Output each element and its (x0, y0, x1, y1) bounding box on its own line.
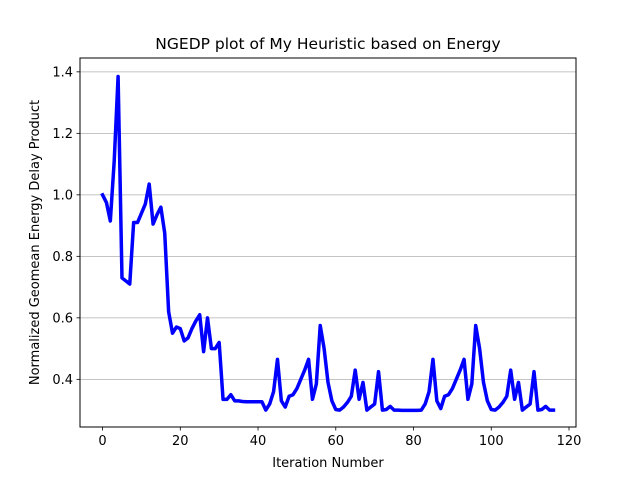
y-tick-label: 1.4 (52, 65, 73, 80)
y-tick-label: 0.8 (52, 250, 73, 265)
y-tick-label: 1.0 (52, 188, 73, 203)
x-tick-label: 120 (557, 434, 582, 449)
plot-frame (79, 57, 577, 428)
x-tick-label: 40 (250, 434, 267, 449)
axis-ticks: 0.4 0.6 0.8 1.0 1.2 1.4 0 20 40 60 80 100 120 (52, 65, 581, 449)
x-tick-label: 0 (98, 434, 106, 449)
x-axis-label: Iteration Number (272, 456, 384, 471)
x-tick-label: 100 (479, 434, 504, 449)
series-layer (100, 74, 556, 413)
grid-lines (80, 71, 576, 380)
y-tick-label: 0.4 (52, 373, 73, 388)
x-tick-label: 20 (172, 434, 189, 449)
series-line (100, 74, 556, 413)
x-tick-label: 60 (328, 434, 345, 449)
y-tick-label: 0.6 (52, 311, 73, 326)
x-tick-label: 80 (405, 434, 422, 449)
y-axis-label: Normalized Geomean Energy Delay Product (28, 100, 43, 385)
y-tick-label: 1.2 (52, 127, 73, 142)
chart-title: NGEDP plot of My Heuristic based on Ener… (155, 35, 500, 53)
